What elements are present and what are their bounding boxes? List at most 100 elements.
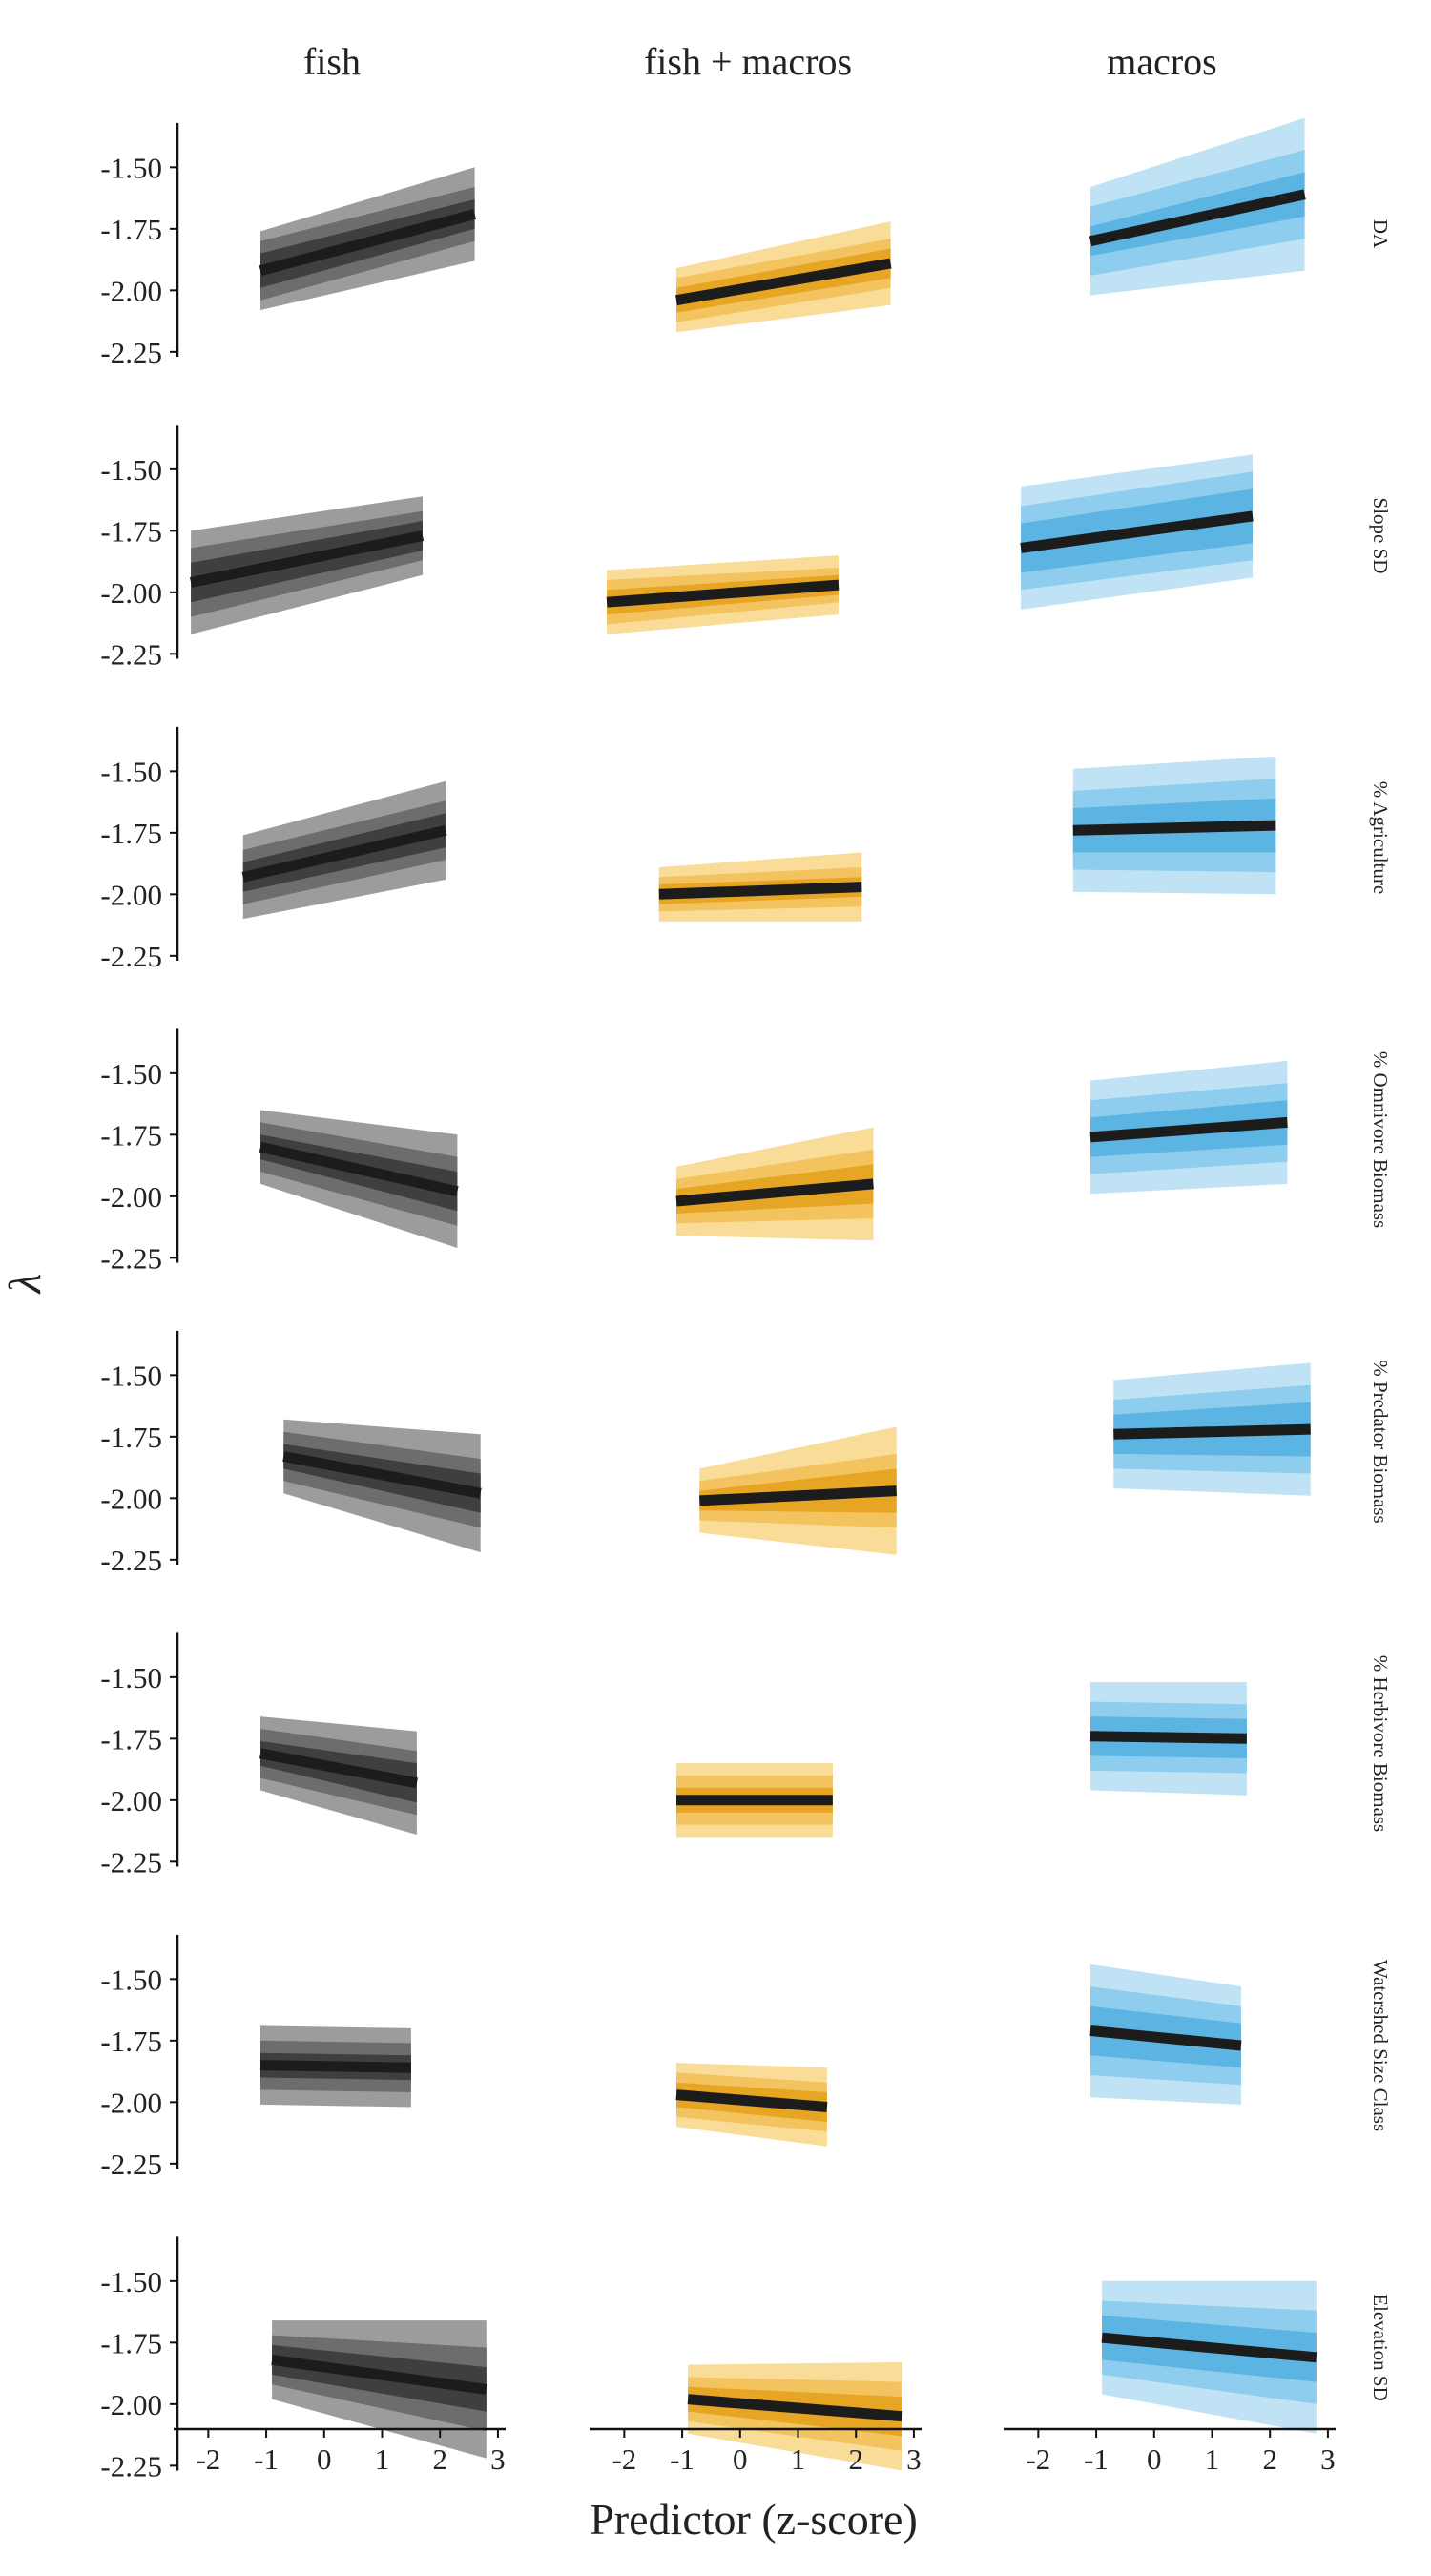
column-header: macros [1107,40,1217,83]
x-tick-label: 1 [1205,2442,1220,2476]
panel [190,496,425,634]
y-tick-label: -1.50 [100,2265,162,2298]
y-tick-label: -1.50 [100,1359,162,1392]
y-tick-label: -1.50 [100,755,162,788]
panel [699,1426,897,1555]
panel [675,1127,874,1241]
y-tick-label: -2.25 [100,2449,162,2483]
x-tick-label: 3 [1320,2442,1336,2476]
median-line [1089,189,1306,247]
x-tick-label: 2 [848,2442,863,2476]
y-axis: -1.50 -1.75 -2.00 -2.25 [100,1934,179,2181]
y-tick-label: -2.00 [100,576,162,610]
x-tick-label: 0 [317,2442,332,2476]
panel [259,1716,418,1835]
median-line [271,2354,487,2395]
median-line [259,1748,418,1789]
y-tick-label: -2.00 [100,1482,162,1515]
y-tick-label: -2.25 [100,336,162,369]
y-axis-title: λ [0,1274,51,1296]
x-tick-label: 3 [906,2442,922,2476]
panel [1089,1060,1288,1195]
median-line [1089,2025,1242,2051]
row-label: % Omnivore Biomass [1369,1051,1392,1228]
y-axis: -1.50 -1.75 -2.00 -2.25 [100,1330,179,1577]
x-axis-title: Predictor (z-score) [590,2495,918,2544]
y-axis: -1.50 -1.75 -2.00 -2.25 [100,1632,179,1879]
median-line [1089,1116,1288,1143]
y-tick-label: -1.50 [100,1057,162,1091]
panel [1020,454,1254,610]
median-line [606,579,840,608]
y-tick-label: -2.25 [100,637,162,671]
median-line [675,1178,874,1207]
x-axis: -2 -1 0 1 2 3 [1004,2427,1336,2476]
x-axis: -2 -1 0 1 2 3 [174,2427,506,2476]
x-tick-label: 1 [375,2442,390,2476]
median-line [259,1141,459,1197]
median-line [259,209,477,277]
y-axis: -1.50 -1.75 -2.00 -2.25 [100,1028,179,1275]
panel [1072,756,1276,895]
column-header: fish + macros [644,40,852,83]
row-label: Slope SD [1369,498,1392,574]
median-line [190,530,425,588]
median-line [1113,1423,1311,1440]
y-axis: -1.50 -1.75 -2.00 -2.25 [100,2236,179,2483]
panel [271,2320,487,2459]
y-tick-label: -2.00 [100,2086,162,2119]
median-line [675,2089,828,2112]
panel [282,1419,482,1553]
y-tick-label: -2.00 [100,1180,162,1214]
column-header: fish [303,40,361,83]
y-tick-label: -1.75 [100,2326,162,2359]
x-tick-label: 0 [733,2442,748,2476]
y-tick-label: -1.75 [100,1421,162,1454]
y-tick-label: -1.75 [100,1118,162,1152]
x-tick-label: -1 [254,2442,279,2476]
row-label: Watershed Size Class [1369,1960,1392,2131]
y-axis: -1.50 -1.75 -2.00 -2.25 [100,726,179,973]
y-axis: -1.50 -1.75 -2.00 -2.25 [100,425,179,671]
row-label: % Herbivore Biomass [1369,1655,1392,1832]
x-tick-label: -2 [612,2442,636,2476]
panel [1101,2280,1317,2434]
y-tick-label: -1.75 [100,1722,162,1755]
x-tick-label: -1 [670,2442,695,2476]
axes-layer: -1.50 -1.75 -2.00 -2.25 DA -1.50 -1.75 -2.00 -2.… [100,122,1392,2483]
row-label: DA [1369,219,1392,249]
panel-grid: fish fish + macros macros [190,40,1317,2471]
row-label: % Predator Biomass [1369,1360,1392,1523]
x-tick-label: 3 [490,2442,506,2476]
panel [259,167,477,310]
panel [606,555,840,634]
y-tick-label: -1.75 [100,817,162,850]
panel [675,2063,828,2147]
panel [1089,1682,1247,1796]
median-line [282,1451,482,1499]
panel [687,2362,903,2471]
y-tick-label: -1.75 [100,514,162,548]
x-axis: -2 -1 0 1 2 3 [590,2427,922,2476]
x-tick-label: 1 [791,2442,806,2476]
y-tick-label: -1.50 [100,151,162,184]
row-label: % Agriculture [1369,781,1392,894]
x-tick-label: -1 [1084,2442,1109,2476]
median-line [1089,1731,1247,1744]
y-tick-label: -1.50 [100,1963,162,1996]
median-line [259,2060,411,2073]
median-line [699,1485,897,1506]
y-tick-label: -1.75 [100,2025,162,2058]
x-tick-label: -2 [1026,2442,1050,2476]
y-tick-label: -2.00 [100,2388,162,2421]
y-tick-label: -2.00 [100,878,162,911]
panel [658,852,862,922]
median-line [1020,510,1254,553]
y-tick-label: -2.00 [100,274,162,307]
x-tick-label: 2 [1262,2442,1277,2476]
panel [676,1763,833,1838]
y-axis: -1.50 -1.75 -2.00 -2.25 [100,122,179,369]
panel [1089,117,1306,296]
panel [675,221,892,333]
